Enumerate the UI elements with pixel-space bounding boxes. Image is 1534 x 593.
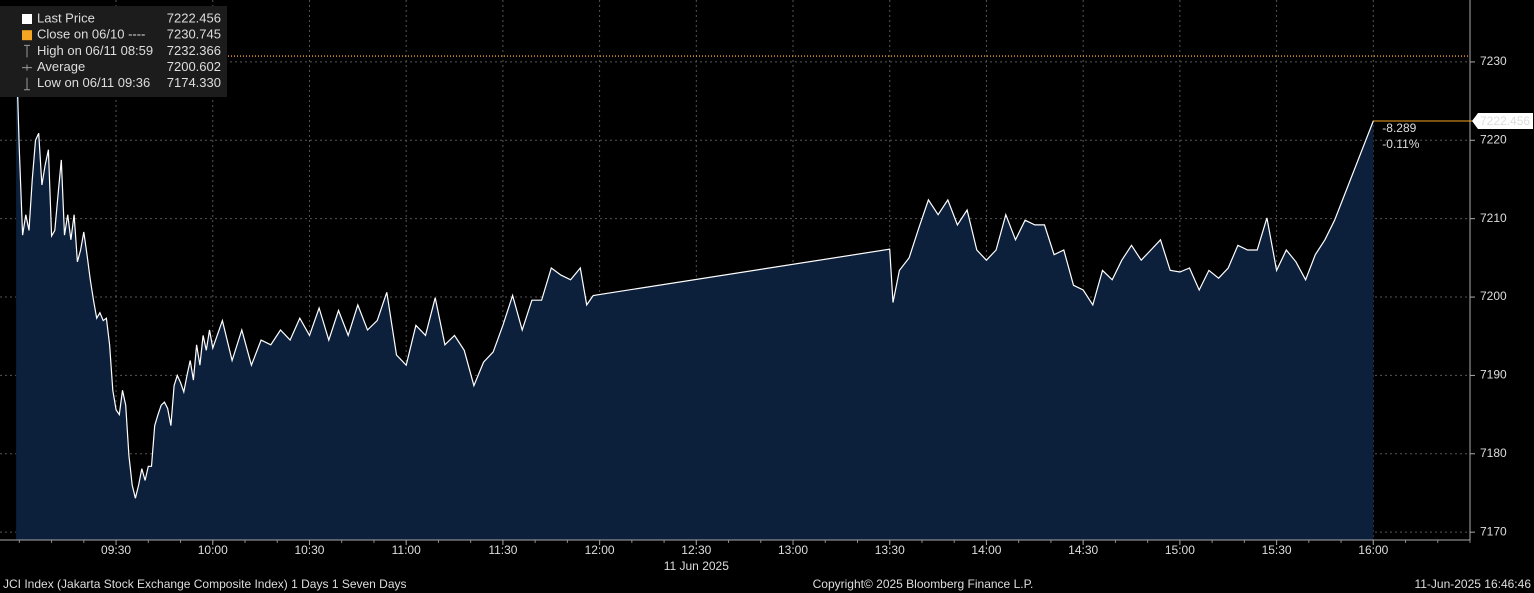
legend-swatch bbox=[22, 14, 32, 24]
legend-value: 7230.745 bbox=[167, 27, 221, 42]
y-tick-label: 7170 bbox=[1480, 524, 1507, 538]
change-pct-label: -0.11% bbox=[1382, 137, 1419, 151]
legend-swatch bbox=[22, 30, 32, 41]
x-tick-label: 09:30 bbox=[101, 543, 131, 557]
y-tick-label: 7190 bbox=[1480, 368, 1507, 382]
legend-label: Average bbox=[37, 59, 85, 74]
x-tick-label: 12:30 bbox=[681, 543, 711, 557]
x-tick-label: 10:30 bbox=[294, 543, 324, 557]
legend-label: High on 06/11 08:59 bbox=[37, 43, 153, 58]
x-tick-label: 15:30 bbox=[1262, 543, 1292, 557]
legend-box bbox=[0, 6, 227, 97]
x-tick-label: 14:00 bbox=[971, 543, 1001, 557]
x-tick-label: 15:00 bbox=[1165, 543, 1195, 557]
x-tick-label: 14:30 bbox=[1068, 543, 1098, 557]
price-line bbox=[15, 43, 1374, 499]
legend: Last Price 7222.456 Close on 06/10 ---- 723… bbox=[0, 6, 227, 97]
y-tick-label: 7210 bbox=[1480, 211, 1507, 225]
x-tick-label: 10:00 bbox=[198, 543, 228, 557]
change-label: -8.289 bbox=[1382, 121, 1416, 135]
area-fill bbox=[16, 43, 1374, 541]
y-tick-label: 7180 bbox=[1480, 446, 1507, 460]
footer-left: JCI Index (Jakarta Stock Exchange Compos… bbox=[3, 577, 407, 591]
legend-value: 7174.330 bbox=[167, 75, 221, 90]
x-tick-label: 11:00 bbox=[392, 543, 421, 557]
legend-value: 7222.456 bbox=[167, 10, 221, 25]
footer-right: 11-Jun-2025 16:46:46 bbox=[1414, 577, 1531, 591]
y-tick-label: 7220 bbox=[1480, 132, 1507, 146]
x-tick-label: 13:00 bbox=[778, 543, 808, 557]
last-price-tag bbox=[1472, 113, 1533, 130]
y-tick-label: 7200 bbox=[1480, 289, 1507, 303]
x-tick-label: 16:00 bbox=[1358, 543, 1388, 557]
legend-label: Low on 06/11 09:36 bbox=[37, 75, 150, 90]
x-tick-label: 11:30 bbox=[488, 543, 517, 557]
legend-label: Close on 06/10 ---- bbox=[37, 27, 145, 42]
x-tick-label: 12:00 bbox=[585, 543, 615, 557]
date-label: 11 Jun 2025 bbox=[664, 559, 729, 573]
legend-marker bbox=[22, 64, 32, 71]
legend-marker bbox=[24, 44, 30, 58]
y-tick-label: 7230 bbox=[1480, 54, 1507, 68]
legend-marker bbox=[24, 77, 30, 91]
legend-value: 7200.602 bbox=[167, 59, 221, 74]
x-tick-label: 13:30 bbox=[875, 543, 905, 557]
last-price-label: 7222.456 bbox=[1480, 114, 1530, 128]
legend-value: 7232.366 bbox=[167, 43, 221, 58]
legend-label: Last Price bbox=[37, 10, 95, 25]
footer-center: Copyright© 2025 Bloomberg Finance L.P. bbox=[813, 577, 1034, 591]
